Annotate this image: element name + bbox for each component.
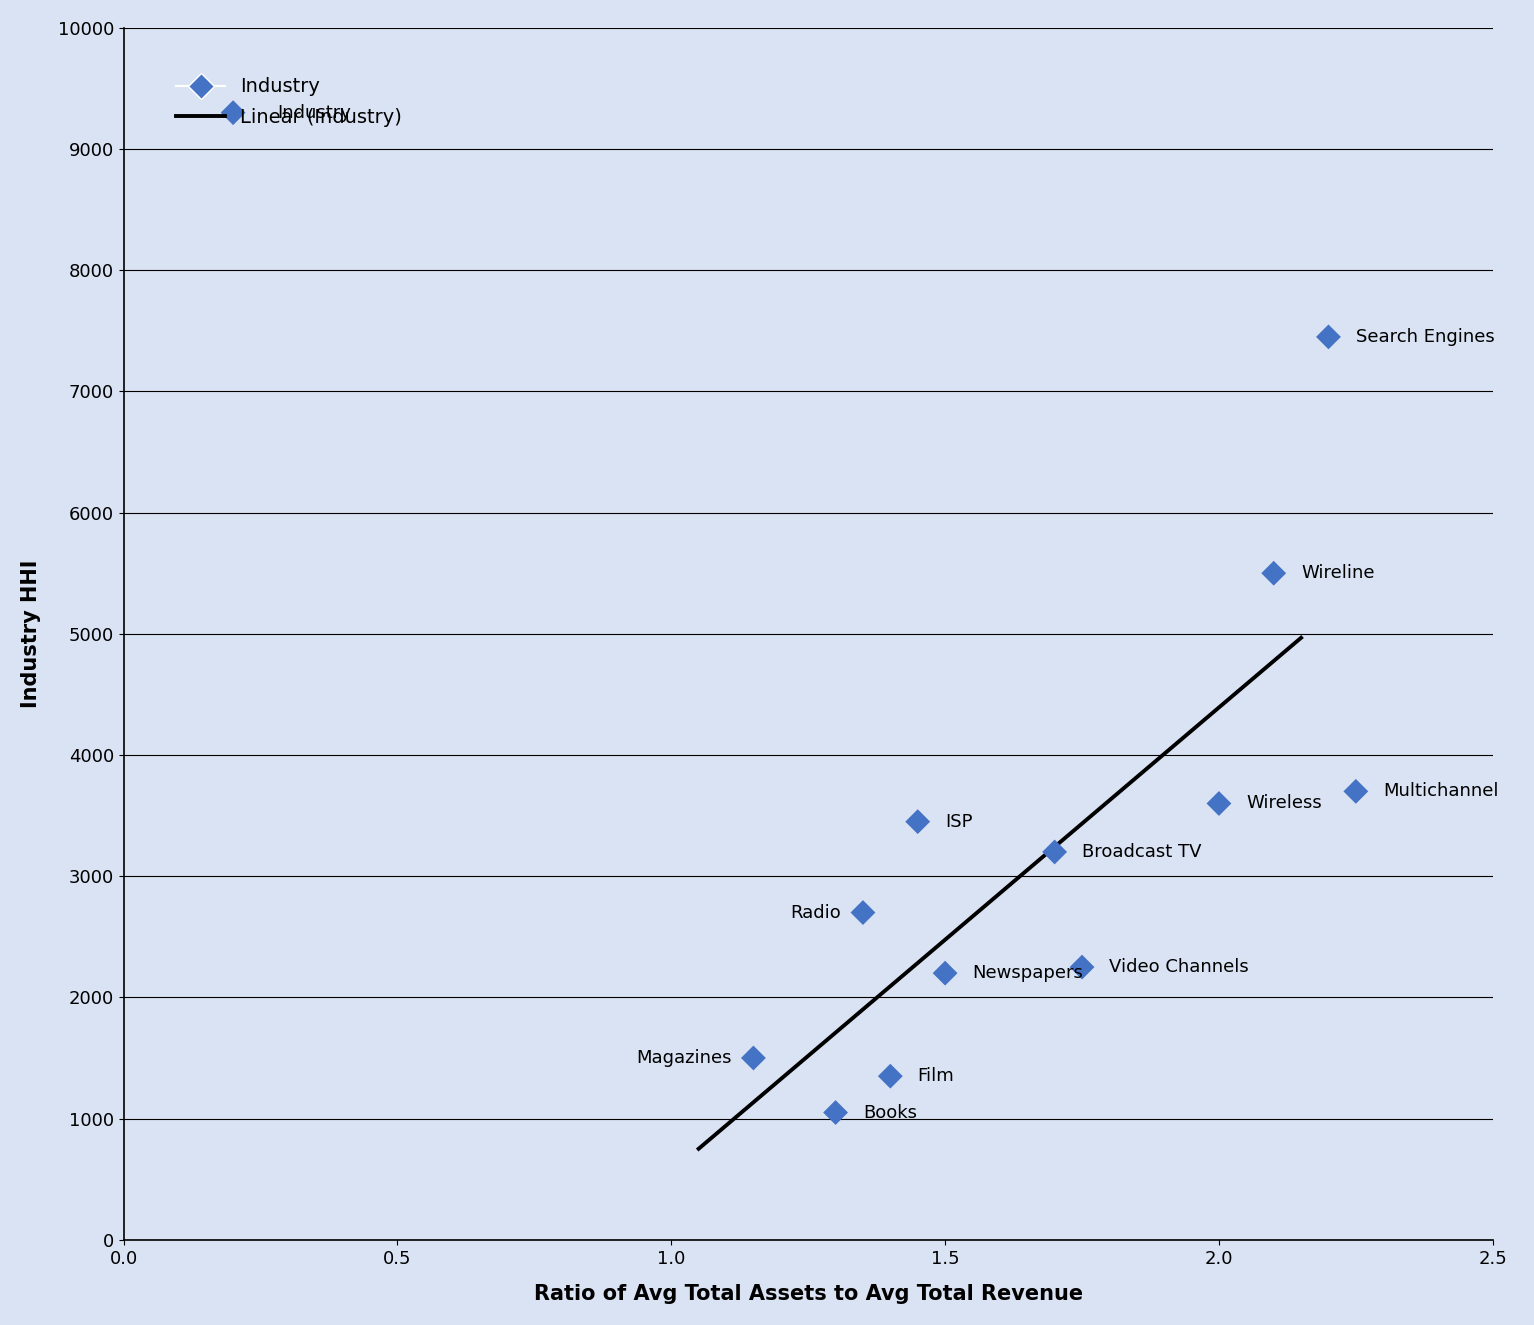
Point <box>877 1065 902 1086</box>
Text: Broadcast TV: Broadcast TV <box>1081 843 1201 861</box>
Text: Books: Books <box>864 1104 917 1121</box>
Point <box>221 102 245 123</box>
Text: Film: Film <box>917 1067 954 1085</box>
Text: Multichannel: Multichannel <box>1384 782 1499 800</box>
Y-axis label: Industry HHI: Industry HHI <box>21 559 41 708</box>
Point <box>1043 841 1068 863</box>
Point <box>1207 792 1232 814</box>
Point <box>1316 326 1341 347</box>
Point <box>1069 957 1094 978</box>
Point <box>741 1047 765 1068</box>
Point <box>1261 563 1285 584</box>
Text: Radio: Radio <box>790 904 841 922</box>
Point <box>1344 780 1368 802</box>
Text: Magazines: Magazines <box>637 1049 732 1067</box>
X-axis label: Ratio of Avg Total Assets to Avg Total Revenue: Ratio of Avg Total Assets to Avg Total R… <box>534 1284 1083 1304</box>
Text: Video Channels: Video Channels <box>1109 958 1249 977</box>
Legend: Industry, Linear (Industry): Industry, Linear (Industry) <box>161 62 417 143</box>
Point <box>824 1102 848 1124</box>
Text: Newspapers: Newspapers <box>973 965 1083 982</box>
Point <box>851 902 876 924</box>
Text: ISP: ISP <box>945 812 973 831</box>
Text: Search Engines: Search Engines <box>1356 327 1494 346</box>
Text: Industry: Industry <box>278 103 351 122</box>
Text: Wireline: Wireline <box>1301 564 1374 582</box>
Text: Wireless: Wireless <box>1246 795 1322 812</box>
Point <box>905 811 930 832</box>
Point <box>933 962 957 983</box>
